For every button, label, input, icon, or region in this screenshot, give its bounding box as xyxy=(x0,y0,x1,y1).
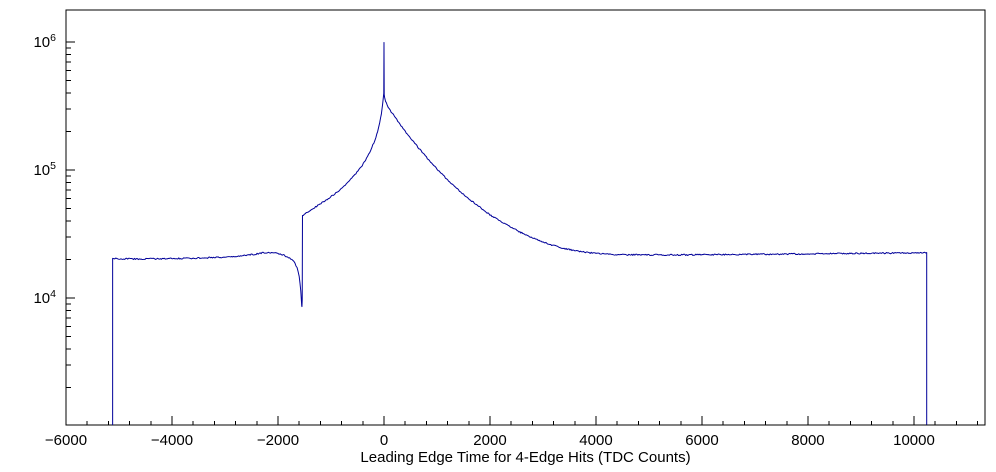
x-axis-labels: −6000 −4000 −2000 0 2000 4000 6000 8000 10000 xyxy=(45,432,935,449)
plot-frame xyxy=(65,9,986,426)
x-tick-label: 2000 xyxy=(473,432,506,449)
x-tick-label: 10000 xyxy=(893,432,935,449)
x-tick-label: −4000 xyxy=(151,432,193,449)
x-axis xyxy=(65,416,979,425)
x-tick-label: −2000 xyxy=(257,432,299,449)
y-tick-label: 105 xyxy=(33,160,56,179)
y-axis-labels: 104 105 106 xyxy=(33,32,56,307)
x-tick-label: −6000 xyxy=(45,432,87,449)
x-tick-label: 0 xyxy=(380,432,388,449)
y-axis xyxy=(66,41,75,389)
y-tick-label: 104 xyxy=(33,288,56,307)
y-tick-label: 106 xyxy=(33,32,56,51)
x-tick-label: 6000 xyxy=(685,432,718,449)
x-tick-label: 4000 xyxy=(579,432,612,449)
x-tick-label: 8000 xyxy=(791,432,824,449)
x-axis-title: Leading Edge Time for 4-Edge Hits (TDC C… xyxy=(360,449,691,466)
histogram-line xyxy=(112,41,928,425)
